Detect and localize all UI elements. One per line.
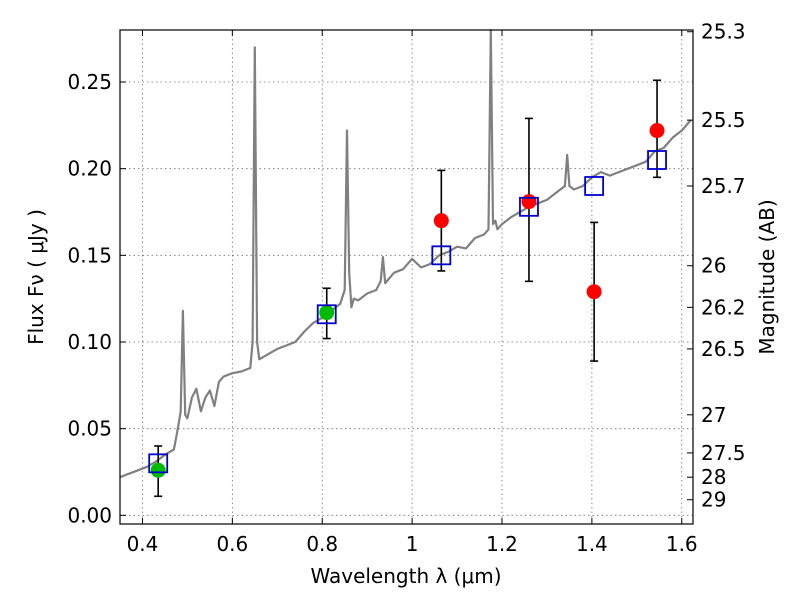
model-square-marker (431, 245, 452, 266)
x-tick-label: 1.4 (576, 532, 608, 556)
y-axis-title: Flux Fν ( μJy ) (24, 209, 48, 345)
y-tick-label: 0.15 (67, 243, 112, 267)
y-tick-label: 0.10 (67, 330, 112, 354)
model-square-marker (519, 196, 539, 217)
y-tick-label: 0.25 (67, 70, 112, 94)
y-tick-label: 0.00 (67, 503, 112, 527)
y-tick-label: 0.20 (67, 157, 112, 181)
x-tick-label: 1.6 (666, 532, 698, 556)
x-tick-label: 0.6 (216, 532, 248, 556)
axis-ticks: 0.4 0.6 0.8 1 1.2 1.4 1.6 0.00 0.05 0.10 0.15 0.20 0… (67, 20, 745, 556)
red-data-point (649, 123, 665, 139)
plot-area (119, 28, 692, 498)
right-tick-label: 27.5 (701, 441, 746, 465)
x-tick-label: 0.4 (127, 532, 159, 556)
right-tick-label: 26 (701, 254, 726, 278)
x-tick-label: 1 (406, 532, 419, 556)
right-tick-label: 27 (701, 403, 726, 427)
right-tick-label: 26.2 (701, 295, 746, 319)
red-data-point (586, 284, 602, 300)
right-tick-label: 25.3 (701, 20, 746, 44)
right-tick-label: 25.7 (701, 174, 746, 198)
red-data-point (433, 213, 449, 229)
plot-frame (119, 29, 694, 525)
green-data-point (150, 462, 166, 478)
right-axis-title: Magnitude (AB) (755, 199, 779, 354)
model-square-marker (584, 176, 605, 196)
model-square-marker (316, 304, 337, 325)
model-square-marker (148, 453, 169, 474)
green-data-point (319, 305, 335, 321)
red-data-point (521, 194, 537, 210)
x-tick-label: 1.2 (486, 532, 518, 556)
x-axis-title: Wavelength λ (μm) (310, 564, 501, 588)
right-tick-label: 28 (701, 465, 726, 489)
model-square-marker (647, 150, 667, 170)
right-tick-label: 26.5 (701, 337, 746, 361)
spectrum-line (119, 28, 692, 479)
right-tick-label: 29 (701, 488, 726, 512)
y-tick-label: 0.05 (67, 417, 112, 441)
right-tick-label: 25.5 (701, 108, 746, 132)
grid (120, 30, 693, 524)
x-tick-label: 0.8 (306, 532, 338, 556)
